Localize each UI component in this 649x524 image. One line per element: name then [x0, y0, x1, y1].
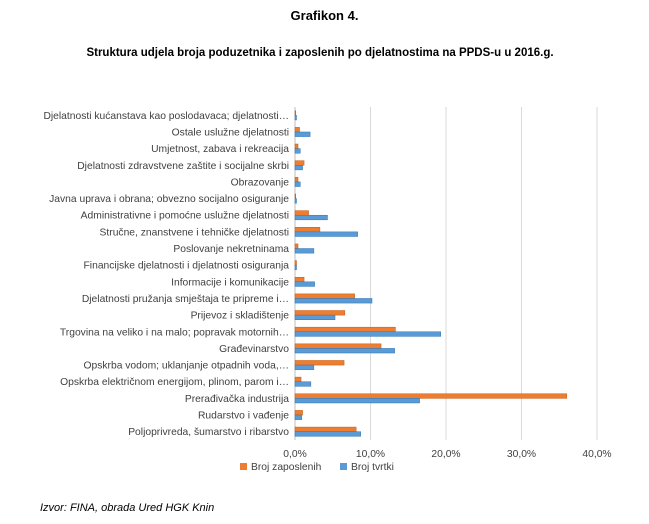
category-label: Ostale uslužne djelatnosti	[172, 127, 289, 138]
bar-broj-tvrtki	[294, 248, 315, 254]
bar-broj-zaposlenih	[294, 210, 309, 216]
category-label: Financijske djelatnosti i djelatnosti os…	[84, 261, 290, 272]
category-label: Djelatnosti zdravstvene zaštite i socija…	[77, 161, 289, 172]
bar-broj-tvrtki	[294, 165, 303, 171]
category-label: Stručne, znanstvene i tehničke djelatnos…	[100, 227, 289, 238]
bar-broj-zaposlenih	[294, 160, 305, 166]
bar-broj-zaposlenih	[294, 326, 396, 333]
category-label: Djelatnosti pružanja smještaja te pripre…	[82, 294, 289, 305]
legend-item-broj-tvrtki: Broj tvrtki	[340, 462, 394, 473]
bar-broj-tvrtki	[294, 414, 303, 420]
x-tick-label: 30,0%	[507, 449, 536, 460]
category-label: Umjetnost, zabava i rekreacija	[151, 144, 289, 155]
bar-broj-zaposlenih	[294, 260, 297, 266]
x-tick-label: 20,0%	[431, 449, 460, 460]
bar-broj-zaposlenih	[294, 410, 303, 416]
category-label: Administrativne i pomoćne uslužne djelat…	[81, 211, 289, 222]
category-label: Građevinarstvo	[219, 344, 289, 355]
category-label: Poslovanje nekretninama	[173, 244, 289, 255]
bar-broj-tvrtki	[294, 431, 361, 437]
bar-broj-zaposlenih	[294, 293, 355, 299]
category-label: Opskrba vodom; uklanjanje otpadnih voda,…	[84, 361, 290, 372]
legend-swatch	[340, 463, 347, 470]
bar-broj-tvrtki	[294, 298, 373, 304]
bar-broj-zaposlenih	[294, 426, 357, 432]
bar-broj-zaposlenih	[294, 177, 299, 183]
bar-broj-tvrtki	[294, 181, 301, 187]
bar-broj-zaposlenih	[294, 310, 346, 316]
bar-broj-tvrtki	[294, 331, 441, 337]
bar-broj-tvrtki	[294, 281, 315, 287]
category-label: Obrazovanje	[231, 177, 290, 188]
legend-label: Broj tvrtki	[351, 462, 394, 473]
bar-broj-tvrtki	[294, 381, 312, 387]
category-label: Prijevoz i skladištenje	[191, 311, 290, 322]
category-label: Trgovina na veliko i na malo; popravak m…	[60, 327, 289, 338]
legend-item-broj-zaposlenih: Broj zaposlenih	[240, 462, 322, 473]
bar-broj-zaposlenih	[294, 243, 299, 249]
bar-broj-zaposlenih	[294, 227, 321, 233]
bar-broj-tvrtki	[294, 264, 297, 271]
legend-swatch	[240, 463, 247, 470]
chart-title: Struktura udjela broja poduzetnika i zap…	[86, 47, 554, 59]
bar-broj-tvrtki	[294, 115, 297, 121]
bar-broj-zaposlenih	[294, 127, 300, 133]
category-label: Rudarstvo i vađenje	[198, 411, 289, 422]
bar-broj-tvrtki	[294, 348, 395, 354]
x-tick-label: 10,0%	[356, 449, 385, 460]
bar-broj-zaposlenih	[294, 143, 299, 149]
bar-broj-zaposlenih	[294, 393, 568, 399]
category-label: Djelatnosti kućanstava kao poslodavaca; …	[43, 111, 289, 122]
category-label: Javna uprava i obrana; obvezno socijalno…	[49, 194, 289, 205]
bar-broj-tvrtki	[294, 198, 297, 204]
bar-broj-zaposlenih	[294, 193, 297, 199]
figure-label: Grafikon 4.	[290, 8, 359, 23]
x-tick-label: 40,0%	[582, 449, 611, 460]
category-label: Poljoprivreda, šumarstvo i ribarstvo	[128, 427, 289, 438]
source-note: Izvor: FINA, obrada Ured HGK Knin	[40, 502, 215, 514]
category-label: Opskrba električnom energijom, plinom, p…	[60, 377, 289, 388]
bar-broj-tvrtki	[294, 231, 358, 237]
bar-broj-tvrtki	[294, 398, 420, 404]
bar-broj-zaposlenih	[294, 110, 297, 116]
legend-label: Broj zaposlenih	[251, 462, 322, 473]
bar-broj-zaposlenih	[294, 360, 345, 366]
category-label: Prerađivačka industrija	[185, 394, 289, 405]
bar-broj-zaposlenih	[294, 343, 382, 349]
bar-broj-tvrtki	[294, 364, 315, 370]
bar-broj-zaposlenih	[294, 276, 305, 283]
bar-broj-tvrtki	[294, 214, 328, 221]
x-tick-label: 0,0%	[283, 449, 306, 460]
bar-broj-tvrtki	[294, 148, 301, 154]
bar-broj-tvrtki	[294, 131, 311, 137]
bar-broj-zaposlenih	[294, 376, 302, 382]
category-label: Informacije i komunikacije	[171, 277, 289, 288]
bar-broj-tvrtki	[294, 314, 336, 320]
